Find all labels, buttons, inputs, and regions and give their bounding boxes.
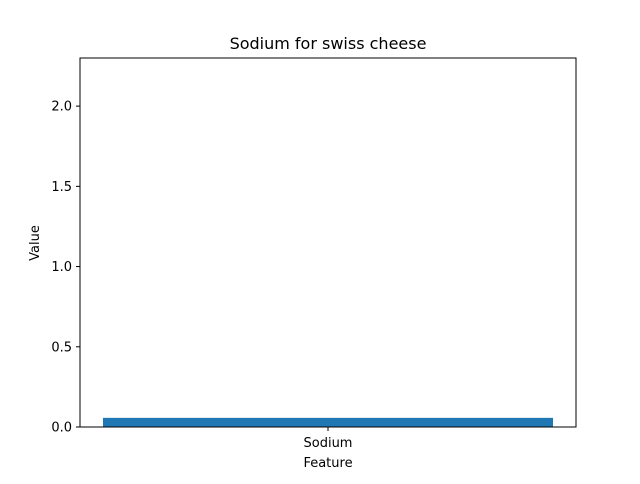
y-axis-label: Value	[28, 225, 43, 261]
y-tick-label: 2.0	[51, 100, 72, 115]
chart-title: Sodium for swiss cheese	[230, 34, 427, 53]
x-axis-label: Feature	[303, 456, 352, 471]
x-axis: Sodium	[304, 427, 353, 451]
y-axis: 0.0 0.5 1.0 1.5 2.0	[51, 100, 80, 436]
plot-area	[103, 417, 553, 427]
bar-sodium	[103, 417, 553, 427]
y-tick-label: 0.0	[51, 421, 72, 436]
y-tick-label: 1.0	[51, 260, 72, 275]
y-tick-label: 0.5	[51, 340, 72, 355]
y-tick-label: 1.5	[51, 180, 72, 195]
x-tick-label: Sodium	[304, 436, 353, 451]
